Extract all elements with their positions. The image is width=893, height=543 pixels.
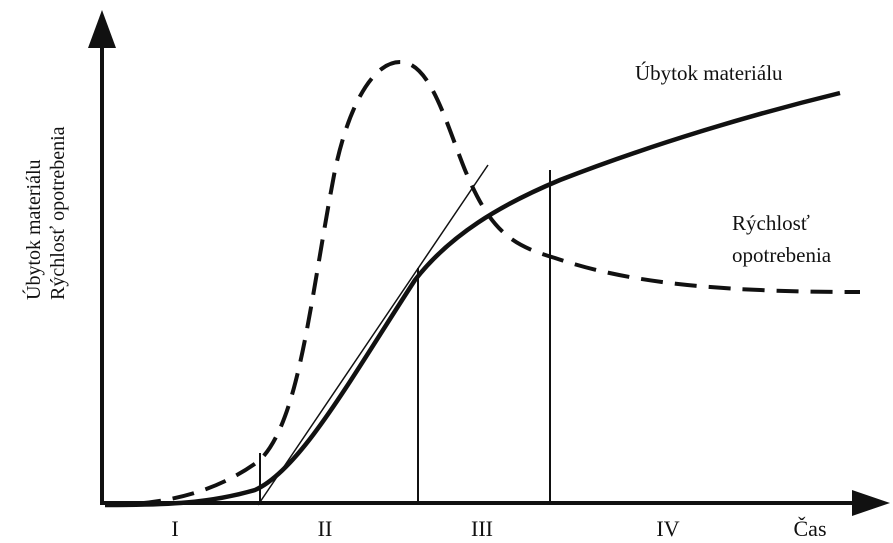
stage-label: III	[471, 516, 493, 541]
x-axis-arrow	[852, 490, 890, 516]
wear-curve	[104, 90, 841, 508]
stage-label: II	[318, 516, 333, 541]
wear-label: Úbytok materiálu	[635, 61, 783, 85]
y-axis-label: Rýchlosť opotrebenia	[47, 126, 69, 300]
stage-label: IV	[656, 516, 679, 541]
stage-label: I	[171, 516, 178, 541]
rate-curve	[104, 59, 861, 507]
x-axis-label: Čas	[794, 516, 827, 541]
rate-label: Rýchlosť	[732, 211, 810, 235]
tangent-line	[257, 164, 489, 506]
y-axis-arrow	[88, 10, 116, 48]
y-axis-label: Úbytok materiálu	[21, 159, 45, 300]
rate-label: opotrebenia	[732, 243, 832, 267]
